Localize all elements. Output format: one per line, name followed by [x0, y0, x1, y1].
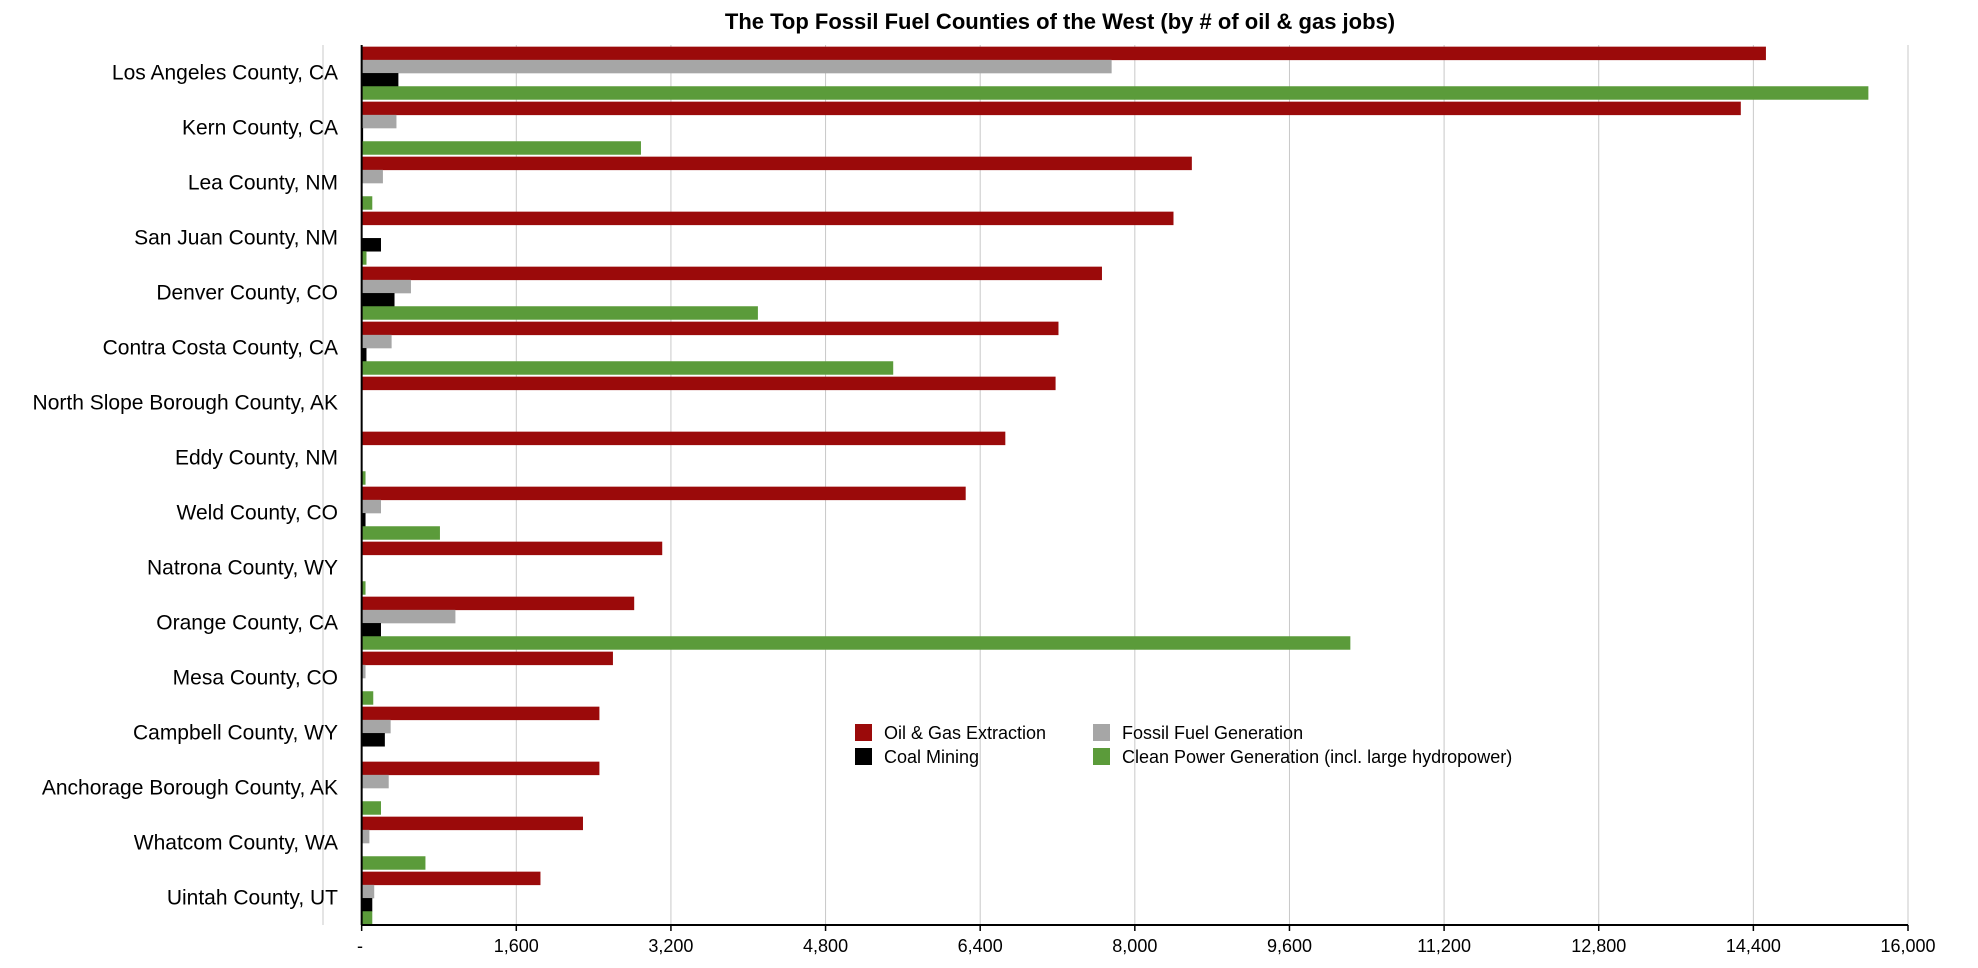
bar-fossil-fuel-generation	[361, 499, 381, 514]
legend-item: Fossil Fuel Generation	[1093, 723, 1303, 743]
legend-item: Coal Mining	[855, 747, 979, 767]
bars	[361, 46, 1869, 925]
bar-fossil-fuel-generation	[361, 114, 397, 129]
x-tick-label: 3,200	[648, 936, 693, 956]
x-tick-label: 9,600	[1267, 936, 1312, 956]
bar-clean-power-generation-incl-large-hydropower	[361, 856, 426, 870]
x-tick-label: 12,800	[1571, 936, 1626, 956]
legend-label: Oil & Gas Extraction	[884, 723, 1046, 743]
bar-oil-gas-extraction	[361, 156, 1192, 171]
legend-swatch	[855, 748, 872, 765]
category-label: Weld County, CO	[177, 502, 338, 525]
legend-label: Clean Power Generation (incl. large hydr…	[1122, 747, 1512, 767]
grid-lines	[322, 45, 1909, 925]
category-label: Eddy County, NM	[175, 447, 338, 470]
x-tick-label: 14,400	[1726, 936, 1781, 956]
bar-oil-gas-extraction	[361, 46, 1766, 61]
axes	[360, 45, 1909, 931]
bar-oil-gas-extraction	[361, 761, 600, 776]
bar-coal-mining	[361, 238, 381, 252]
bar-clean-power-generation-incl-large-hydropower	[361, 251, 367, 265]
category-label: Whatcom County, WA	[134, 832, 338, 855]
bar-coal-mining	[361, 73, 399, 87]
legend-label: Fossil Fuel Generation	[1122, 723, 1303, 743]
bar-oil-gas-extraction	[361, 871, 541, 886]
bar-oil-gas-extraction	[361, 486, 966, 501]
legend-item: Clean Power Generation (incl. large hydr…	[1093, 747, 1512, 767]
bar-clean-power-generation-incl-large-hydropower	[361, 581, 366, 595]
category-label: Kern County, CA	[182, 117, 338, 140]
legend-swatch	[1093, 724, 1110, 741]
bar-oil-gas-extraction	[361, 596, 635, 611]
bar-clean-power-generation-incl-large-hydropower	[361, 636, 1351, 650]
legend-label: Coal Mining	[884, 747, 979, 767]
bar-coal-mining	[361, 513, 366, 527]
bar-fossil-fuel-generation	[361, 664, 366, 679]
category-label: North Slope Borough County, AK	[33, 392, 338, 415]
bar-coal-mining	[361, 733, 385, 747]
bar-coal-mining	[361, 898, 373, 912]
x-tick-label: 6,400	[958, 936, 1003, 956]
bar-oil-gas-extraction	[361, 431, 1006, 446]
legend: Oil & Gas Extraction Fossil Fuel Generati…	[855, 723, 1512, 767]
category-label: Denver County, CO	[156, 282, 338, 305]
category-label: Natrona County, WY	[147, 557, 338, 580]
legend-swatch	[855, 724, 872, 741]
bar-fossil-fuel-generation	[361, 169, 383, 184]
bar-clean-power-generation-incl-large-hydropower	[361, 801, 381, 815]
bar-oil-gas-extraction	[361, 541, 663, 556]
bar-fossil-fuel-generation	[361, 609, 456, 624]
bar-coal-mining	[361, 623, 381, 637]
bar-oil-gas-extraction	[361, 706, 600, 721]
bar-oil-gas-extraction	[361, 101, 1741, 116]
bar-clean-power-generation-incl-large-hydropower	[361, 691, 374, 705]
bar-fossil-fuel-generation	[361, 59, 1112, 74]
category-label: Campbell County, WY	[133, 722, 338, 745]
category-label: Uintah County, UT	[167, 887, 338, 910]
bar-oil-gas-extraction	[361, 321, 1059, 336]
bar-fossil-fuel-generation	[361, 829, 370, 844]
bar-clean-power-generation-incl-large-hydropower	[361, 911, 373, 925]
x-tick-label: 16,000	[1880, 936, 1935, 956]
bar-oil-gas-extraction	[361, 211, 1174, 226]
bar-oil-gas-extraction	[361, 266, 1102, 281]
bar-clean-power-generation-incl-large-hydropower	[361, 471, 366, 485]
x-tick-label: 4,800	[803, 936, 848, 956]
bar-clean-power-generation-incl-large-hydropower	[361, 306, 758, 320]
x-tick-label: 8,000	[1112, 936, 1157, 956]
category-labels: Los Angeles County, CA Kern County, CA Lea…	[33, 62, 339, 910]
category-label: Los Angeles County, CA	[112, 62, 338, 85]
x-tick-label: -	[357, 936, 363, 956]
chart-title: The Top Fossil Fuel Counties of the West…	[725, 9, 1395, 34]
category-label: Orange County, CA	[156, 612, 338, 635]
bar-clean-power-generation-incl-large-hydropower	[361, 361, 894, 375]
category-label: Lea County, NM	[188, 172, 338, 195]
bar-oil-gas-extraction	[361, 651, 613, 666]
x-tick-labels: - 1,600 3,200 4,800 6,400 8,000 9,600 11,200 12,…	[357, 936, 1936, 956]
bar-clean-power-generation-incl-large-hydropower	[361, 526, 440, 540]
bar-coal-mining	[361, 293, 395, 307]
x-tick-label: 11,200	[1417, 936, 1471, 956]
category-label: Anchorage Borough County, AK	[42, 777, 338, 800]
category-label: San Juan County, NM	[134, 227, 338, 250]
x-tick-label: 1,600	[494, 936, 539, 956]
bar-coal-mining	[361, 348, 367, 362]
bar-fossil-fuel-generation	[361, 279, 411, 294]
bar-fossil-fuel-generation	[361, 334, 392, 349]
bar-oil-gas-extraction	[361, 816, 583, 831]
bar-clean-power-generation-incl-large-hydropower	[361, 196, 373, 210]
legend-swatch	[1093, 748, 1110, 765]
bar-fossil-fuel-generation	[361, 884, 375, 899]
bar-clean-power-generation-incl-large-hydropower	[361, 86, 1869, 100]
bar-fossil-fuel-generation	[361, 719, 391, 734]
category-label: Mesa County, CO	[173, 667, 338, 690]
category-label: Contra Costa County, CA	[103, 337, 338, 360]
legend-item: Oil & Gas Extraction	[855, 723, 1046, 743]
bar-clean-power-generation-incl-large-hydropower	[361, 141, 641, 155]
bar-oil-gas-extraction	[361, 376, 1056, 391]
bar-fossil-fuel-generation	[361, 774, 389, 789]
